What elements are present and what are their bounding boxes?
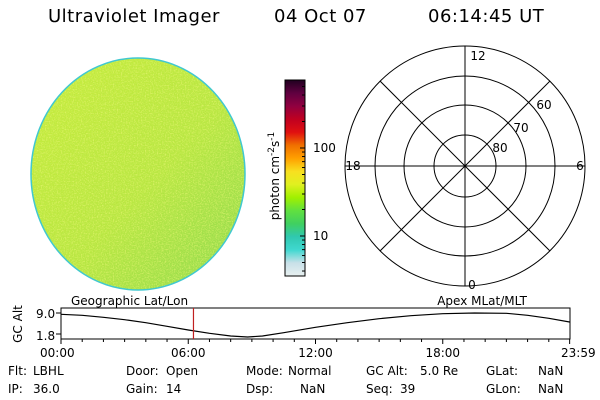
footer-ip-key: IP:	[8, 382, 23, 396]
timeline-ymin: 1.8	[36, 329, 55, 343]
date-label: 04 Oct 07	[274, 6, 367, 27]
footer-dsp-key: Dsp:	[246, 382, 274, 396]
timeline: Geographic Lat/Lon Apex MLat/MLT GC Alt …	[11, 294, 596, 360]
mlt-label-12: 12	[470, 49, 485, 63]
timeline-xtick-label: 12:00	[298, 346, 333, 360]
uv-image	[30, 57, 246, 291]
footer-mode-val: Normal	[288, 364, 332, 378]
footer-seq-key: Seq:	[366, 382, 393, 396]
timeline-right-title: Apex MLat/MLT	[437, 294, 527, 308]
footer-gcalt-val: 5.0 Re	[420, 364, 459, 378]
footer-glat-key: GLat:	[486, 364, 519, 378]
timeline-xticks: 00:00 06:00 12:00 18:00 23:59	[40, 339, 596, 360]
mlt-label-18: 18	[345, 159, 360, 173]
timeline-xtick-label: 18:00	[425, 346, 460, 360]
colorbar-label: photon cm-2s-1	[267, 132, 282, 221]
footer-glon-val: NaN	[538, 382, 564, 396]
footer-mode-key: Mode:	[246, 364, 283, 378]
footer-seq-val: 39	[400, 382, 416, 396]
colorbar-scale	[284, 79, 306, 277]
polar-plot	[344, 45, 586, 287]
colorbar-tick-label: 100	[313, 141, 336, 155]
colorbar: 100 10 photon cm-2s-1	[267, 79, 336, 277]
timeline-ymax: 9.0	[36, 307, 55, 321]
mlt-label-6: 6	[576, 159, 584, 173]
footer-flt-key: Flt:	[8, 364, 27, 378]
timeline-alt-curve	[60, 312, 570, 338]
lat-label-60: 60	[536, 98, 551, 112]
uv-disk-rim	[30, 57, 246, 291]
instrument-title: Ultraviolet Imager	[48, 6, 220, 27]
timeline-xtick-label: 23:59	[561, 346, 596, 360]
lat-label-80: 80	[492, 141, 507, 155]
timeline-xtick-label: 00:00	[40, 346, 75, 360]
mlt-label-0: 0	[468, 278, 476, 292]
uv-texture-2	[31, 58, 245, 290]
timeline-ylabel: GC Alt	[11, 305, 25, 343]
timeline-xtick-label: 06:00	[171, 346, 206, 360]
lat-label-70: 70	[513, 121, 528, 135]
footer-gain-val: 14	[166, 382, 182, 396]
footer-door-val: Open	[166, 364, 199, 378]
footer-flt-val: LBHL	[33, 364, 64, 378]
polar-diagonal-2	[379, 80, 551, 252]
footer-glat-val: NaN	[538, 364, 564, 378]
footer-gain-key: Gain:	[126, 382, 158, 396]
footer-gcalt-key: GC Alt:	[366, 364, 408, 378]
footer-ip-val: 36.0	[33, 382, 60, 396]
footer-dsp-val: NaN	[300, 382, 326, 396]
colorbar-tick-label: 10	[313, 229, 328, 243]
footer-door-key: Door:	[126, 364, 159, 378]
footer-glon-key: GLon:	[486, 382, 521, 396]
colorbar-ticks: 100 10	[300, 85, 336, 272]
time-label: 06:14:45 UT	[428, 6, 545, 27]
timeline-left-title: Geographic Lat/Lon	[71, 294, 188, 308]
